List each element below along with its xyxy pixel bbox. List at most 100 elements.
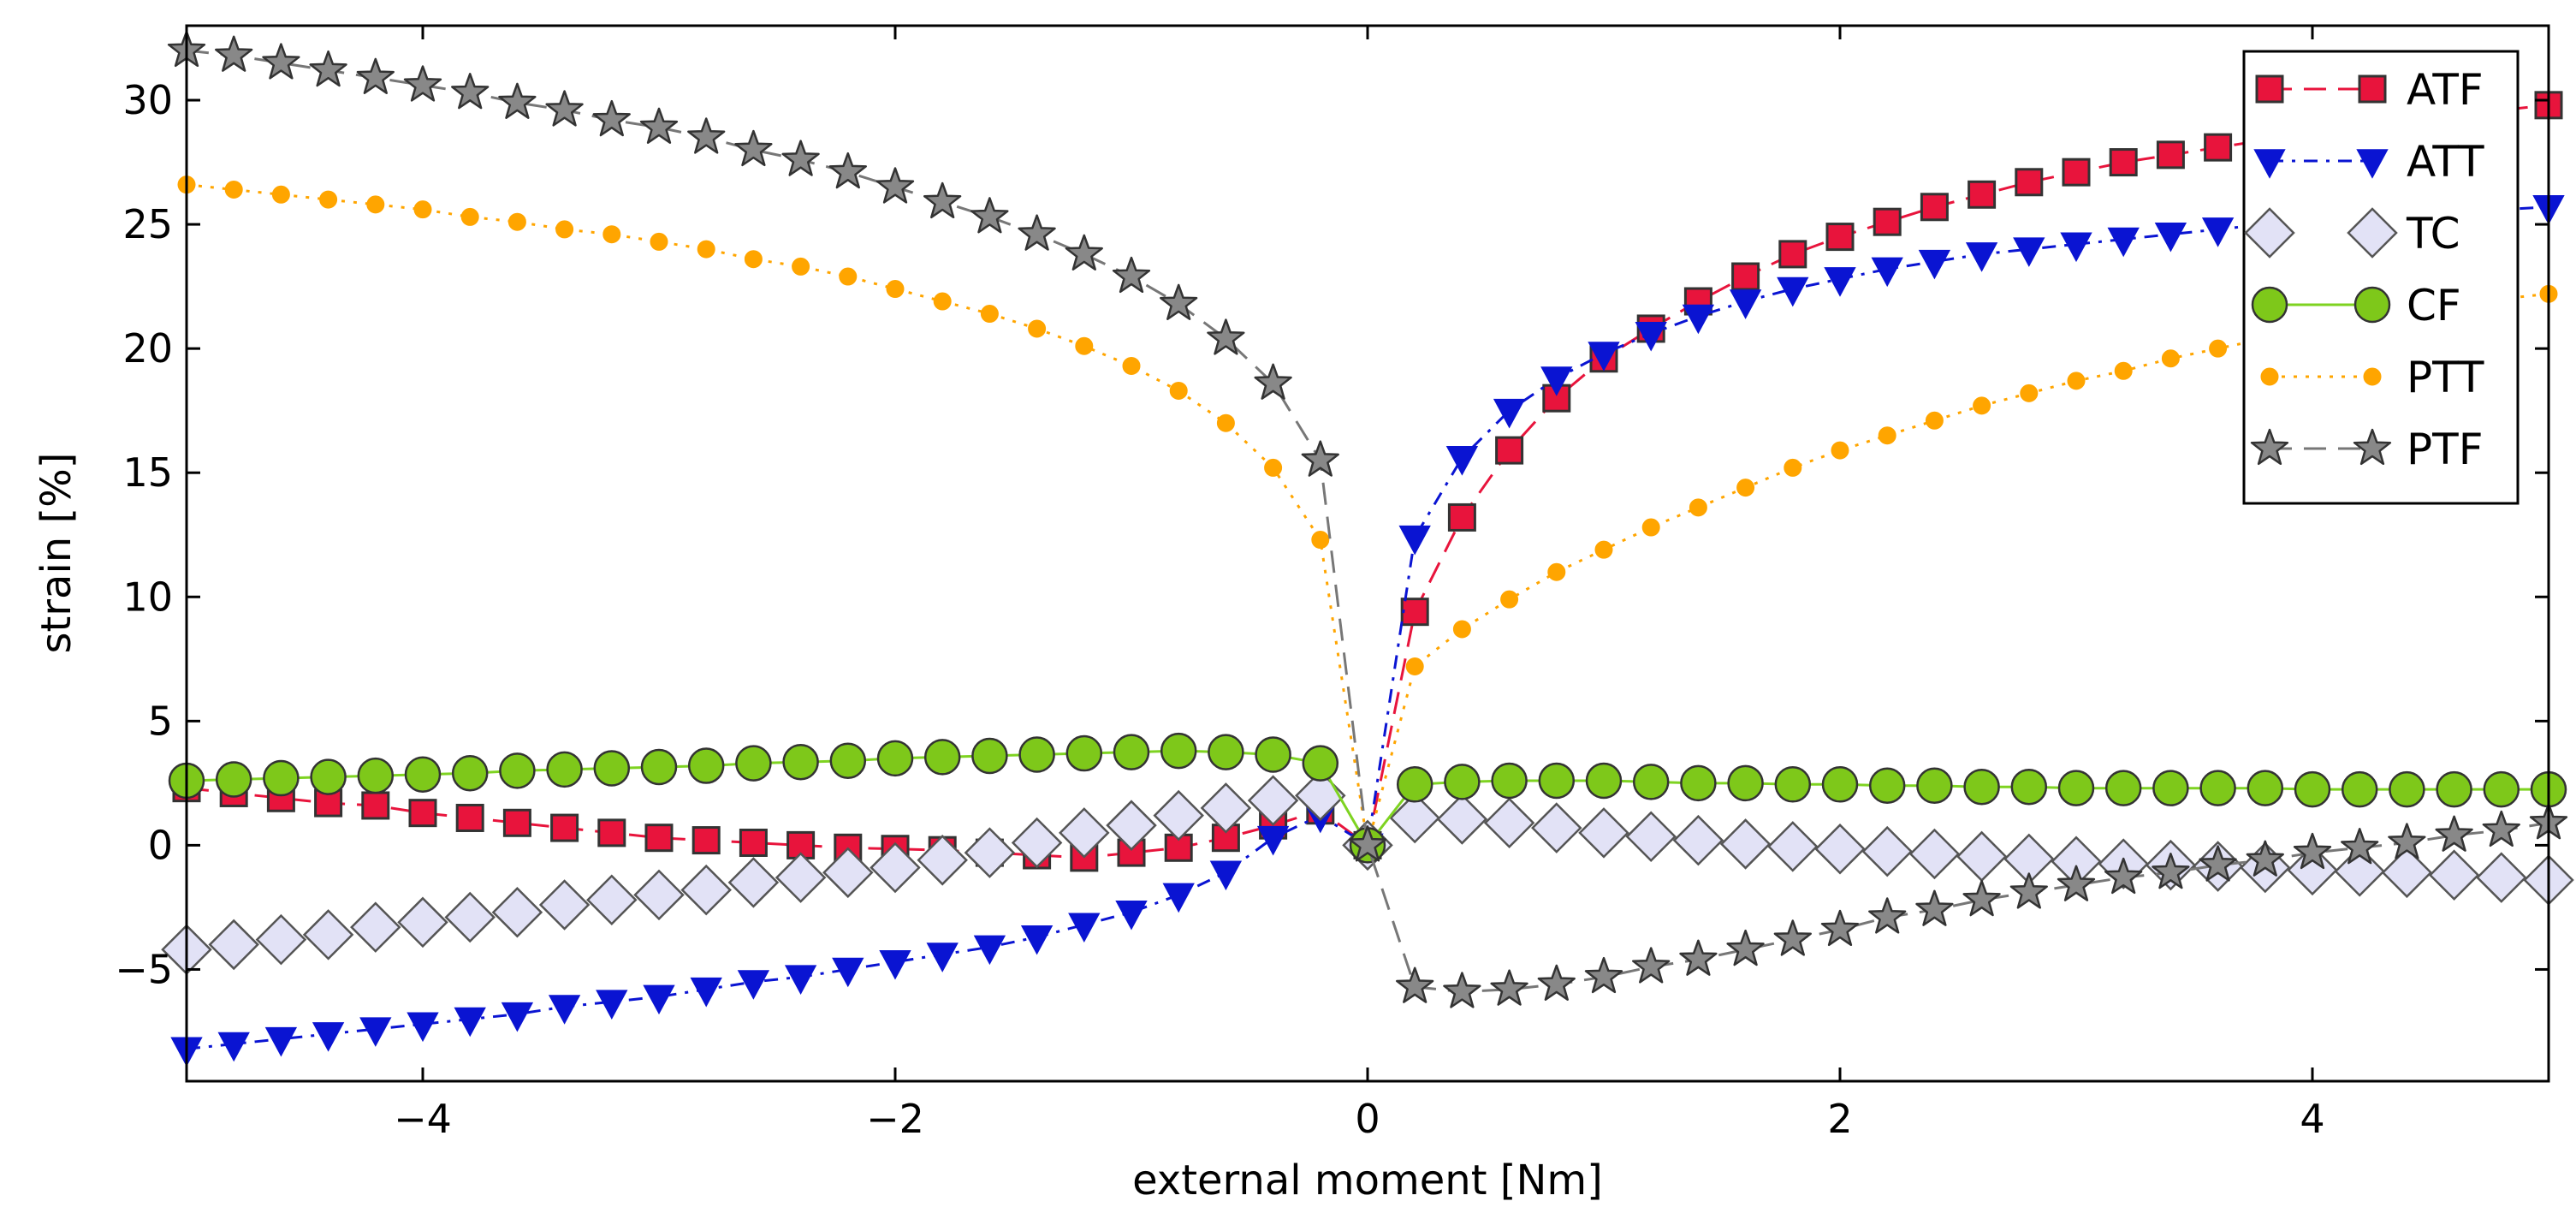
data-point-ptt	[1028, 319, 1047, 338]
data-point-cf	[1018, 736, 1055, 773]
data-point-att	[1824, 267, 1856, 297]
data-point-atf	[1731, 262, 1760, 291]
data-point-tc	[538, 879, 591, 931]
data-point-att	[784, 965, 817, 995]
legend-marker	[2363, 367, 2382, 386]
data-point-tc	[1719, 818, 1772, 870]
data-point-atf	[1211, 824, 1240, 853]
data-point-ptf	[1962, 879, 2001, 917]
data-point-atf	[1447, 503, 1476, 532]
tick-layer: −4 −2 0 2 4 −5 0 5 10 15 20 25 30	[115, 26, 2549, 1142]
data-point-atf	[1778, 240, 1807, 269]
data-point-ptf	[2388, 823, 2426, 859]
data-point-ptt	[1122, 356, 1141, 375]
legend-entry-atf: ATF	[2255, 65, 2484, 115]
data-point-cf	[1774, 766, 1812, 803]
legend-marker	[2353, 286, 2391, 324]
data-point-ptt	[460, 207, 479, 226]
data-point-ptf	[498, 82, 537, 119]
data-point-ptf	[875, 167, 915, 204]
data-point-att	[2201, 217, 2235, 247]
data-point-tc	[491, 886, 543, 938]
data-point-att	[596, 990, 628, 1020]
data-point-tc	[1389, 792, 1440, 844]
y-tick-label: 30	[122, 77, 173, 123]
data-point-cf	[1302, 745, 1339, 782]
data-point-tc	[2287, 844, 2338, 896]
data-point-tc	[917, 835, 968, 886]
data-point-att	[1965, 242, 1998, 272]
data-point-cf	[735, 745, 772, 782]
data-point-tc	[2334, 846, 2385, 897]
data-point-cf	[2199, 770, 2236, 806]
data-point-ptt	[650, 232, 668, 251]
y-tick-label: −5	[115, 946, 173, 992]
data-point-tc	[1672, 814, 1724, 866]
legend-marker	[2251, 286, 2288, 324]
data-point-atf	[502, 808, 531, 837]
data-point-att	[1635, 321, 1667, 352]
data-point-ptf	[2009, 872, 2048, 909]
data-point-cf	[829, 742, 867, 779]
y-axis-label: strain [%]	[33, 452, 80, 653]
data-point-tc	[822, 847, 874, 899]
data-point-tc	[964, 827, 1016, 878]
plot-background	[187, 26, 2549, 1081]
data-point-ptf	[1537, 964, 1576, 1001]
data-point-ptt	[1500, 590, 1519, 609]
data-point-ptf	[923, 181, 962, 219]
data-point-cf	[2104, 770, 2142, 806]
data-point-att	[737, 970, 770, 1000]
data-point-ptt	[1831, 441, 1849, 460]
data-point-att	[1493, 398, 1526, 429]
data-point-atf	[739, 828, 768, 857]
data-point-ptf	[1679, 939, 1718, 976]
data-point-ptf	[2057, 865, 2096, 901]
legend-entry-ptt: PTT	[2260, 353, 2484, 402]
legend-label: PTT	[2407, 353, 2484, 402]
data-point-cf	[357, 757, 395, 794]
legend-entry-att: ATT	[2253, 137, 2484, 187]
data-point-cf	[1255, 736, 1291, 773]
data-point-att	[1162, 883, 1195, 913]
data-point-tc	[1153, 789, 1204, 841]
data-point-att	[264, 1026, 298, 1057]
data-point-ptt	[1311, 531, 1330, 550]
data-point-ptf	[1443, 972, 1481, 1008]
data-point-atf	[455, 803, 484, 832]
data-point-tc	[1200, 782, 1252, 834]
data-point-ptf	[781, 140, 820, 176]
data-point-cf	[2294, 770, 2331, 808]
data-point-cf	[2483, 770, 2520, 808]
data-point-att	[1068, 913, 1101, 943]
data-point-ptf	[1254, 363, 1292, 400]
data-point-cf	[1160, 732, 1197, 770]
data-point-tc	[1861, 825, 1913, 877]
data-point-cf	[1396, 766, 1433, 803]
data-point-ptf	[2104, 857, 2143, 895]
y-tick-label: 10	[122, 574, 173, 620]
data-point-ptf	[1584, 956, 1623, 994]
data-point-cf	[1538, 762, 1576, 800]
data-point-ptt	[1689, 498, 1707, 517]
data-point-atf	[2062, 158, 2091, 187]
data-point-cf	[1632, 764, 1670, 800]
data-point-cf	[2341, 770, 2378, 808]
x-tick-label: −4	[394, 1096, 452, 1142]
data-point-att	[1540, 366, 1573, 396]
data-point-tc	[255, 913, 307, 966]
data-point-ptf	[1112, 256, 1151, 294]
legend-box	[2242, 50, 2520, 505]
data-point-tc	[444, 891, 496, 943]
legend-marker	[2358, 74, 2387, 104]
data-point-tc	[1531, 802, 1582, 853]
data-point-tc	[2381, 847, 2433, 899]
data-point-att	[2060, 232, 2092, 263]
legend: ATF ATT TC CF PTT PTF	[2242, 50, 2520, 505]
data-point-tc	[775, 852, 827, 903]
data-point-ptt	[2209, 339, 2228, 358]
legend-marker	[2260, 367, 2279, 386]
legend-marker	[2356, 149, 2389, 179]
data-point-att	[1115, 900, 1148, 931]
data-point-ptf	[1207, 318, 1245, 355]
